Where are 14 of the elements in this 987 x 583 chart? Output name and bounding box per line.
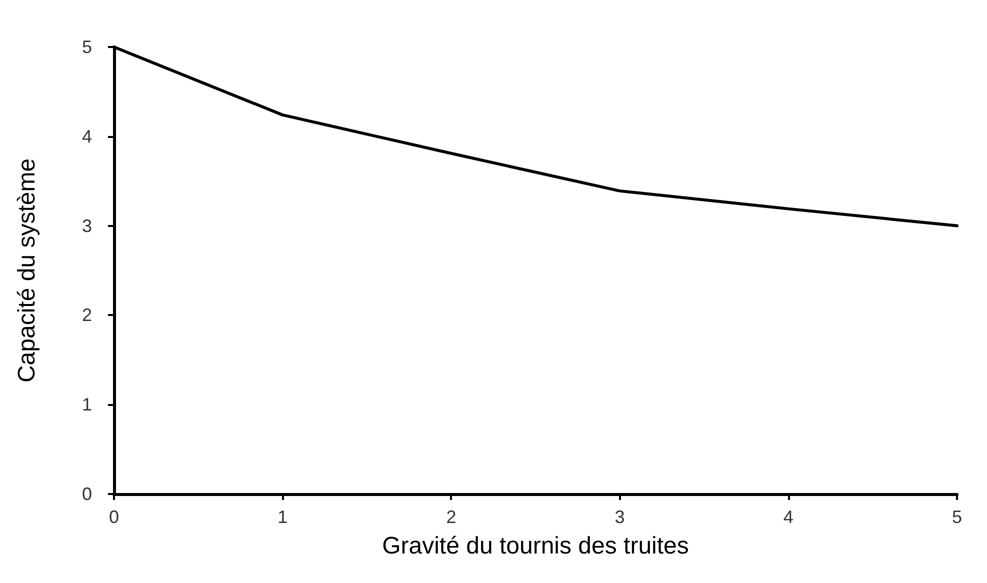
x-tick-label: 3 (614, 507, 625, 527)
x-tick-label: 0 (108, 507, 120, 527)
y-axis-title: Capacité du système (14, 158, 40, 383)
x-tick-label: 5 (952, 507, 962, 527)
y-tick-label: 4 (82, 126, 92, 146)
x-axis-title: Gravité du tournis des truites (382, 532, 689, 560)
y-tick-label: 5 (82, 37, 92, 57)
y-tick-label: 3 (82, 216, 92, 236)
x-tick-label: 4 (783, 507, 794, 527)
y-tick-label: 0 (82, 484, 92, 504)
x-tick-label: 1 (278, 507, 288, 527)
y-tick-label: 1 (82, 394, 92, 415)
x-tick-label: 2 (446, 507, 456, 527)
y-tick-label: 2 (82, 305, 92, 326)
